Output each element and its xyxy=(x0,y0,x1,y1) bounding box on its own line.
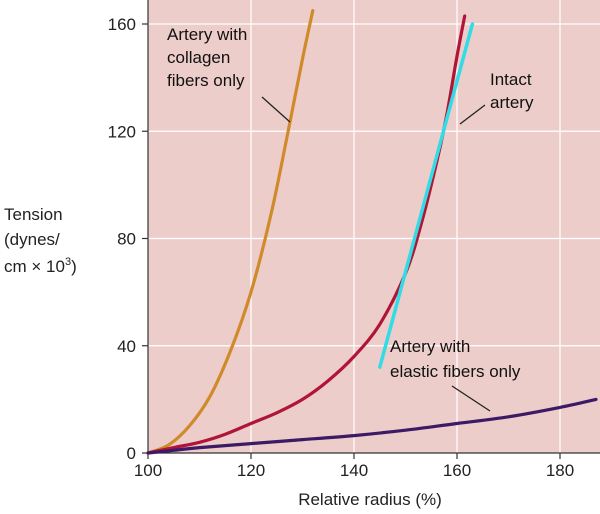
x-tick-label-120: 120 xyxy=(237,461,265,480)
intact-leader-line xyxy=(459,104,486,125)
collagen-curve xyxy=(146,9,315,455)
tangent-curve xyxy=(378,22,475,369)
elastic-leader-line xyxy=(451,385,491,412)
collagen-leader-line xyxy=(261,96,291,123)
annotation-leaders xyxy=(261,96,491,412)
y-axis-title-line-1: Tension xyxy=(4,205,63,224)
x-tick-label-100: 100 xyxy=(134,461,162,480)
y-tick-label-120: 120 xyxy=(108,122,136,141)
y-tick-label-160: 160 xyxy=(108,15,136,34)
y-tick-label-40: 40 xyxy=(117,337,136,356)
y-axis-title-superscript: 3 xyxy=(65,256,71,268)
y-tick-label-80: 80 xyxy=(117,230,136,249)
collagen-annotation: Artery with collagen fibers only xyxy=(167,25,252,90)
x-axis-title: Relative radius (%) xyxy=(298,490,442,509)
y-tick-label-0: 0 xyxy=(127,444,136,463)
intact-annotation: Intact artery xyxy=(490,70,536,112)
x-tick-label-180: 180 xyxy=(546,461,574,480)
x-tick-label-140: 140 xyxy=(340,461,368,480)
axes xyxy=(142,0,600,459)
y-axis-title-line-2: (dynes/ xyxy=(4,230,60,249)
elastic-annotation: Artery with elastic fibers only xyxy=(390,337,521,381)
intact-annotation-line-2: artery xyxy=(490,93,534,112)
series-lines xyxy=(146,9,598,455)
plot-background xyxy=(148,0,600,453)
y-axis-title-line-3: cm × 10 xyxy=(4,257,65,276)
y-axis-title-close: ) xyxy=(71,257,77,276)
y-axis-title: Tension (dynes/ cm × 103) xyxy=(4,205,77,276)
tick-labels: 100 120 140 160 180 0 40 80 120 160 xyxy=(108,15,575,480)
collagen-annotation-line-3: fibers only xyxy=(167,71,245,90)
collagen-annotation-line-2: collagen xyxy=(167,48,230,67)
elastic-curve xyxy=(146,397,598,455)
x-tick-label-160: 160 xyxy=(443,461,471,480)
elastic-annotation-line-1: Artery with xyxy=(390,337,470,356)
intact-annotation-line-1: Intact xyxy=(490,70,532,89)
collagen-annotation-line-1: Artery with xyxy=(167,25,247,44)
elastic-annotation-line-2: elastic fibers only xyxy=(390,362,521,381)
